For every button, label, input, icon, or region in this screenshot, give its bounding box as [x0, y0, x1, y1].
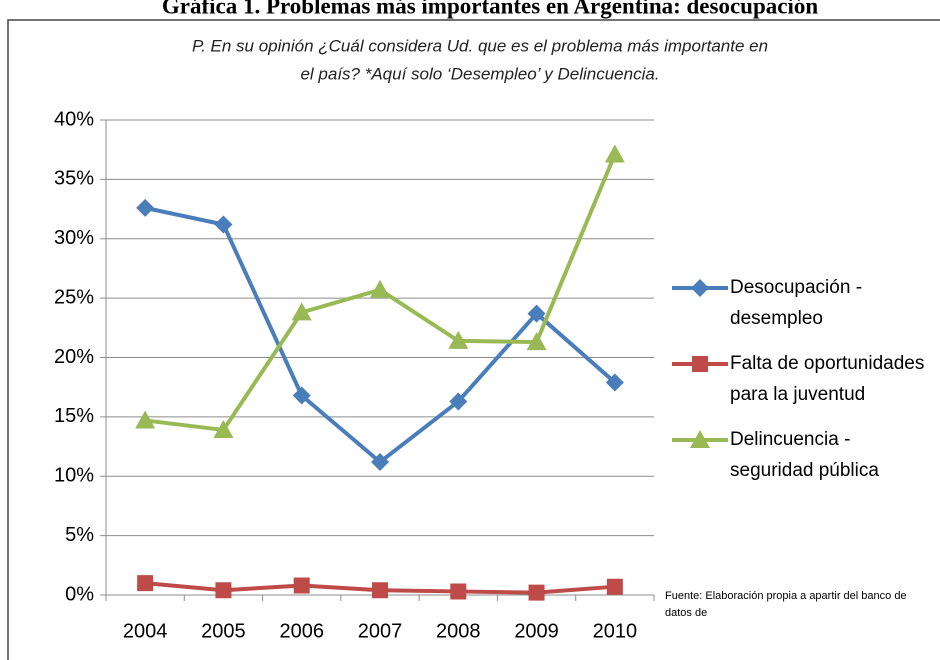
marker: [370, 279, 390, 298]
marker: [448, 330, 469, 349]
marker: [450, 583, 467, 600]
y-tick-label: 15%: [54, 405, 94, 427]
marker: [292, 386, 311, 405]
legend-item: Desocupación - desempleo: [670, 272, 930, 334]
marker: [214, 215, 233, 234]
y-tick-label: 25%: [54, 286, 94, 308]
y-tick-label: 0%: [65, 583, 94, 605]
marker: [291, 302, 312, 321]
marker: [692, 356, 708, 372]
y-tick-label: 40%: [54, 108, 94, 130]
legend-swatch: [672, 279, 728, 297]
x-tick-label: 2008: [436, 620, 481, 642]
marker: [136, 198, 155, 217]
x-tick-label: 2005: [201, 620, 246, 642]
marker: [137, 575, 154, 592]
marker: [528, 584, 545, 601]
y-tick-label: 20%: [54, 346, 94, 368]
x-tick-label: 2006: [279, 620, 324, 642]
legend-label: Delincuencia - seguridad pública: [730, 429, 879, 481]
subtitle: P. En su opinión ¿Cuál considera Ud. que…: [192, 36, 768, 83]
legend-swatch: [672, 356, 728, 372]
legend-label: Desocupación - desempleo: [730, 277, 863, 329]
source-note: Fuente: Elaboración propia a apartir del…: [665, 590, 907, 619]
subtitle-line: P. En su opinión ¿Cuál considera Ud. que…: [192, 36, 768, 55]
marker: [372, 582, 388, 599]
legend-label: Falta de oportunidades para la juventud: [730, 353, 925, 405]
marker: [215, 582, 232, 599]
y-tick-label: 30%: [54, 227, 94, 249]
legend-item: Delincuencia - seguridad pública: [670, 424, 930, 486]
marker: [371, 453, 389, 471]
x-tick-label: 2010: [593, 620, 638, 642]
chart-title: Gráfica 1. Problemas más importantes en …: [162, 0, 819, 18]
y-tick-label: 5%: [65, 524, 94, 546]
y-tick-label: 10%: [54, 465, 94, 487]
marker: [606, 578, 623, 595]
marker: [605, 373, 624, 392]
subtitle-line: el país? *Aquí solo ‘Desempleo’ y Delinc…: [300, 64, 659, 83]
marker: [604, 144, 625, 163]
y-tick-label: 35%: [54, 168, 94, 190]
legend-item: Falta de oportunidades para la juventud: [670, 348, 930, 410]
x-tick-label: 2004: [123, 620, 168, 642]
marker: [690, 430, 710, 448]
marker: [135, 410, 156, 429]
x-tick-label: 2009: [514, 620, 559, 642]
marker: [449, 392, 468, 411]
marker: [526, 332, 547, 351]
legend-swatch: [672, 430, 728, 448]
marker: [213, 419, 234, 438]
marker: [691, 279, 709, 297]
x-tick-label: 2007: [358, 620, 403, 642]
legend: Desocupación - desempleo Falta de oportun…: [670, 272, 930, 500]
marker: [527, 304, 546, 323]
marker: [293, 577, 310, 594]
